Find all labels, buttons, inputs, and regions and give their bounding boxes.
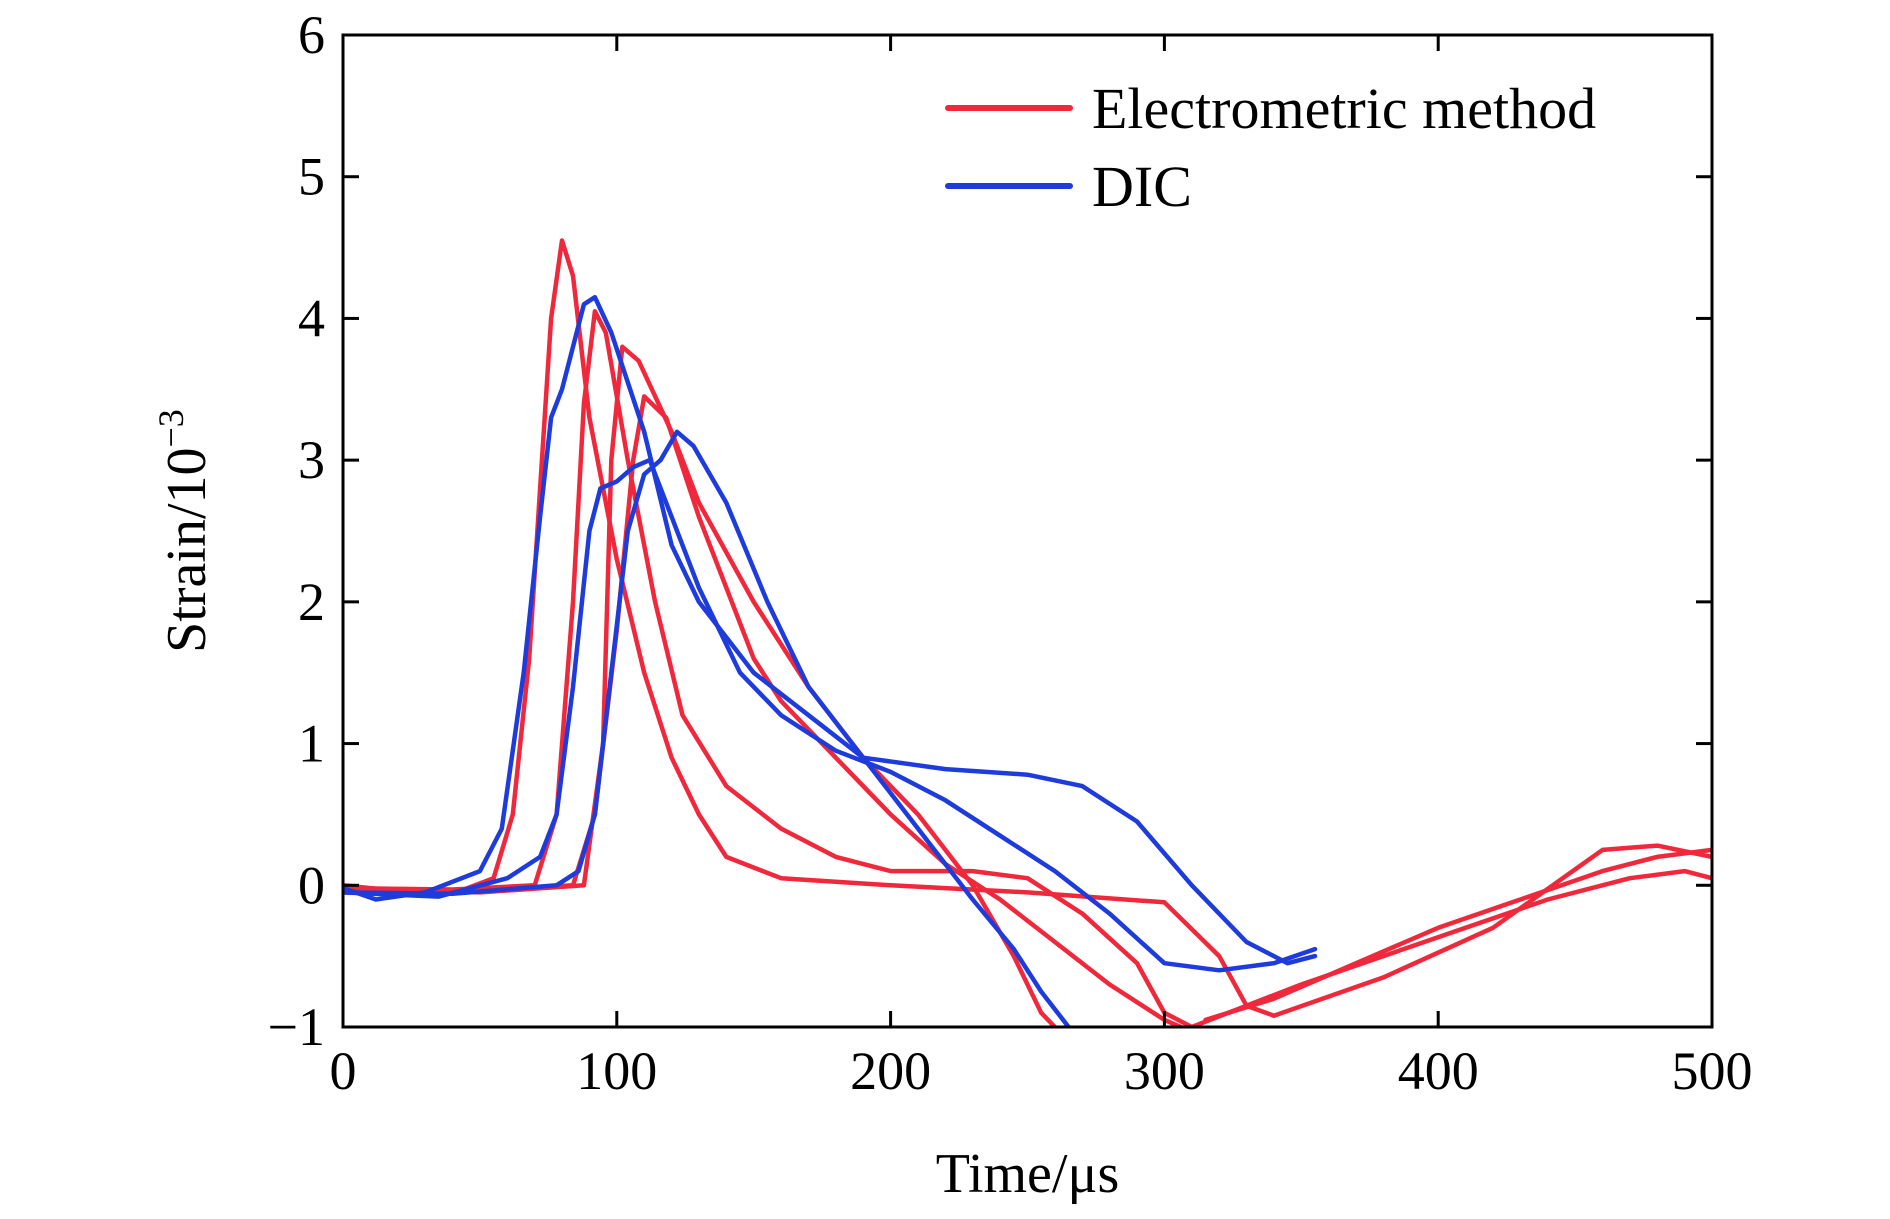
plot-frame [341,33,1714,1029]
y-tick-label: 6 [298,5,325,65]
x-tick-label: 0 [330,1041,357,1101]
y-tick-label: 3 [298,430,325,490]
x-tick-label: 200 [850,1041,931,1101]
y-tick-label: 0 [298,855,325,915]
y-tick-label: 1 [298,714,325,774]
electrometric-series-line-4 [1189,868,1712,1027]
y-axis-title: Strain/10−3 [151,409,218,653]
y-tick-label: 5 [298,147,325,207]
x-tick-label: 400 [1398,1041,1479,1101]
electrometric-series-line-0 [343,238,1712,1018]
dic-series-line-7 [343,457,1318,973]
y-tick-label: 4 [298,288,325,348]
y-axis-title-exponent: −3 [151,409,191,447]
y-axis-title-base: Strain/10 [156,447,218,652]
y-tick-label: 2 [298,572,325,632]
legend-label-electrometric: Electrometric method [1092,76,1596,141]
legend: Electrometric method DIC [945,76,1596,219]
x-tick-label: 300 [1124,1041,1205,1101]
y-axis: −1 0 1 2 3 4 5 6 [268,5,1712,1057]
x-axis: 0 100 200 300 400 500 [330,35,1753,1101]
dic-series-line-8 [343,429,1071,1027]
electrometric-series-line-5 [1203,847,1712,1023]
electrometric-series-line-1 [343,309,1195,1027]
series-layer [343,238,1712,1027]
x-tick-label: 100 [576,1041,657,1101]
x-tick-label: 500 [1672,1041,1753,1101]
y-tick-label: −1 [268,997,325,1057]
x-axis-title: Time/μs [936,1143,1120,1205]
dic-series-line-6 [343,294,1318,966]
legend-label-dic: DIC [1092,154,1192,219]
